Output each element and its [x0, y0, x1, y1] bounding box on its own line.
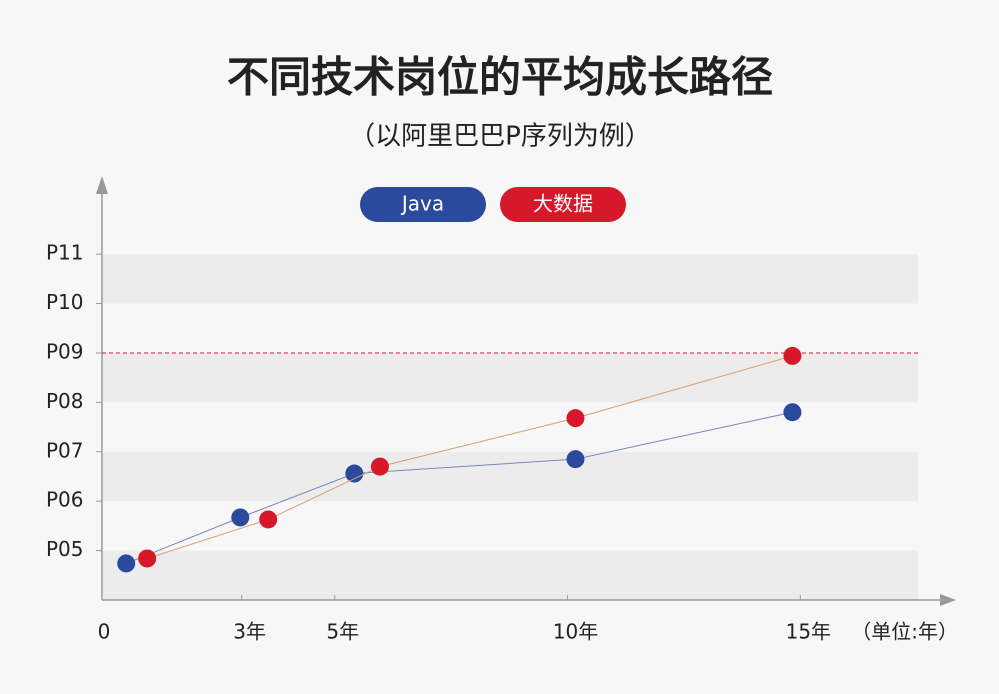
data-point — [231, 508, 250, 527]
legend-label: 大数据 — [533, 192, 593, 216]
x-tick-label: 3年 — [233, 620, 266, 644]
band — [102, 254, 918, 304]
legend-label: Java — [400, 192, 444, 216]
data-point — [783, 403, 802, 422]
band — [102, 352, 918, 403]
x-tick-label: 15年 — [786, 620, 831, 644]
data-point — [783, 346, 802, 365]
x-tick-label: 0 — [98, 620, 111, 644]
data-point — [117, 554, 136, 573]
data-point — [259, 510, 278, 529]
y-tick-label: P11 — [46, 241, 84, 265]
legend-pill — [500, 187, 626, 222]
data-point — [566, 409, 585, 428]
band — [102, 451, 918, 502]
x-axis-arrow — [940, 594, 956, 606]
chart-subtitle: （以阿里巴巴P序列为例） — [349, 122, 651, 152]
unit-annotation: （单位:年） — [851, 620, 958, 644]
y-tick-label: P08 — [46, 389, 84, 413]
y-tick-label: P06 — [46, 488, 84, 512]
data-point — [566, 450, 585, 469]
y-axis-arrow — [96, 176, 108, 194]
data-point — [138, 549, 157, 568]
band — [102, 550, 918, 600]
y-tick-label: P05 — [46, 537, 84, 561]
x-tick-label: 5年 — [326, 620, 359, 644]
data-point — [370, 457, 389, 476]
y-tick-label: P07 — [46, 438, 84, 462]
x-tick-label: 10年 — [553, 620, 598, 644]
plot: P05 P06 P07 P08 P09 P10 P11 0 3年 5年 10年 15年 （单位:年） Ja… — [46, 176, 958, 644]
data-point — [345, 464, 364, 483]
y-tick-label: P10 — [46, 290, 84, 314]
chart-title: 不同技术岗位的平均成长路径 — [227, 53, 773, 102]
legend-pill — [360, 187, 486, 222]
y-tick-label: P09 — [46, 339, 84, 363]
